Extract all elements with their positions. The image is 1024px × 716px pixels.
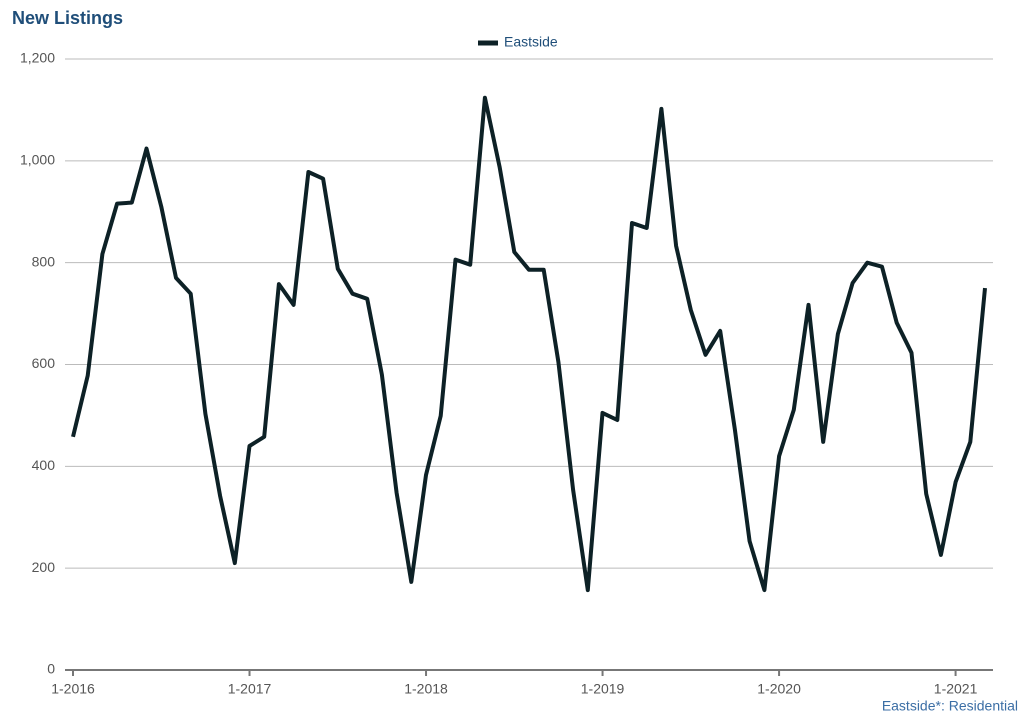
x-tick-label: 1-2020 [757, 681, 801, 697]
x-tick-label: 1-2017 [228, 681, 272, 697]
y-tick-label: 1,000 [20, 152, 55, 168]
y-tick-label: 1,200 [20, 50, 55, 66]
y-tick-label: 800 [32, 253, 56, 269]
y-tick-label: 0 [47, 661, 55, 677]
x-tick-label: 1-2016 [51, 681, 95, 697]
y-tick-label: 200 [32, 559, 56, 575]
y-tick-label: 600 [32, 355, 56, 371]
x-tick-label: 1-2021 [934, 681, 978, 697]
legend-label: Eastside [504, 34, 558, 50]
series-line [71, 95, 987, 593]
chart-title: New Listings [12, 8, 123, 28]
footnote: Eastside*: Residential [882, 698, 1018, 714]
y-tick-label: 400 [32, 457, 56, 473]
x-tick-label: 1-2019 [581, 681, 625, 697]
x-tick-label: 1-2018 [404, 681, 448, 697]
